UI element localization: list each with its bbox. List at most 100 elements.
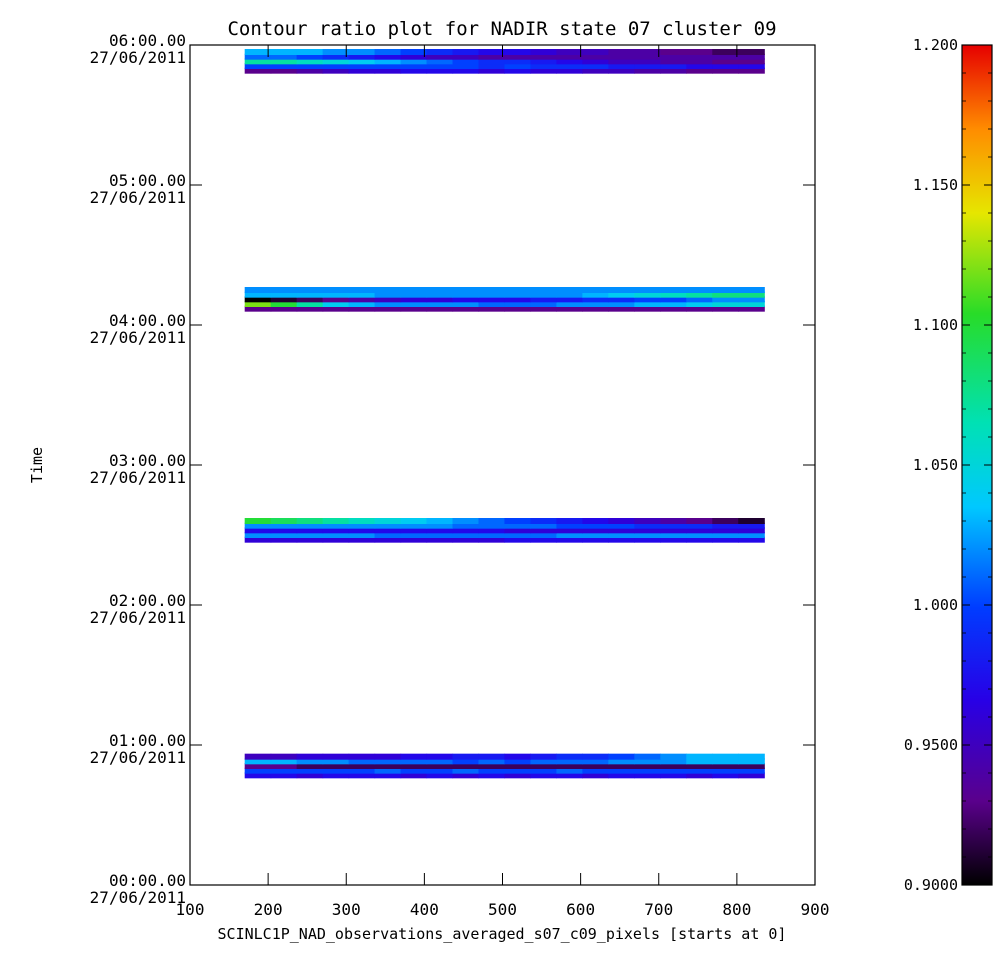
heatmap-cell [582, 49, 609, 55]
heatmap-cell [686, 527, 713, 534]
heatmap-cell [400, 287, 428, 293]
heatmap-cell [322, 767, 350, 774]
heatmap-cell [426, 49, 454, 55]
heatmap-cell [582, 767, 609, 774]
heatmap-cell [296, 767, 324, 774]
heatmap-cell [400, 63, 428, 69]
heatmap-cell [322, 58, 350, 65]
heatmap-cell [400, 532, 428, 538]
y-tick-date: 27/06/2011 [90, 468, 186, 487]
heatmap-cell [270, 291, 298, 298]
heatmap-cell [322, 53, 350, 60]
heatmap-cell [556, 753, 583, 760]
heatmap-cell [374, 763, 402, 769]
heatmap-cell [504, 763, 532, 769]
heatmap-cell [478, 49, 506, 55]
heatmap-cell [634, 63, 661, 69]
heatmap-cell [738, 527, 765, 534]
heatmap-cell [530, 767, 558, 774]
heatmap-cell [244, 758, 272, 765]
heatmap-cell [270, 763, 298, 769]
heatmap-cell [608, 527, 635, 534]
heatmap-cell [348, 53, 376, 60]
heatmap-cell [530, 753, 558, 760]
heatmap-cell [348, 522, 376, 529]
heatmap-cell [244, 522, 272, 529]
heatmap-cell [296, 67, 324, 74]
heatmap-cell [556, 518, 583, 524]
heatmap-cell [686, 522, 713, 529]
y-axis-label: Time [28, 447, 46, 483]
heatmap-cell [738, 536, 765, 543]
heatmap-cell [660, 536, 687, 543]
heatmap-cell [504, 532, 532, 538]
heatmap-cell [712, 518, 739, 524]
heatmap-cell [322, 67, 350, 74]
heatmap-cell [634, 67, 661, 74]
heatmap-cell [374, 287, 402, 293]
heatmap-cell [348, 772, 376, 779]
heatmap-cell [504, 305, 532, 312]
heatmap-cell [634, 758, 661, 765]
heatmap-cell [634, 536, 661, 543]
x-tick-label: 500 [488, 900, 517, 919]
y-tick-time: 06:00.00 [109, 31, 186, 50]
y-tick-time: 02:00.00 [109, 591, 186, 610]
heatmap-cell [400, 767, 428, 774]
heatmap-cell [634, 753, 661, 760]
heatmap-cell [270, 518, 298, 524]
heatmap-cell [426, 301, 454, 307]
heatmap-cell [556, 767, 583, 774]
heatmap-cell [712, 758, 739, 765]
heatmap-cell [452, 522, 480, 529]
heatmap-cell [504, 536, 532, 543]
heatmap-cell [348, 49, 376, 55]
heatmap-cell [556, 58, 583, 65]
heatmap-cell [660, 767, 687, 774]
heatmap-cell [296, 753, 324, 760]
colorbar-tick-label: 1.050 [913, 456, 958, 474]
heatmap-cell [296, 536, 324, 543]
heatmap-cell [296, 63, 324, 69]
heatmap-cell [400, 49, 428, 55]
heatmap-cell [634, 301, 661, 307]
heatmap-cell [270, 527, 298, 534]
heatmap-cell [712, 532, 739, 538]
y-tick-date: 27/06/2011 [90, 188, 186, 207]
heatmap-cell [712, 49, 739, 55]
heatmap-cell [270, 67, 298, 74]
heatmap-cell [478, 758, 506, 765]
x-tick-label: 800 [722, 900, 751, 919]
heatmap-cell [686, 287, 713, 293]
x-tick-label: 900 [801, 900, 830, 919]
heatmap-cell [452, 518, 480, 524]
heatmap-cell [556, 63, 583, 69]
heatmap-cell [556, 301, 583, 307]
heatmap-cell [504, 772, 532, 779]
heatmap-cell [244, 763, 272, 769]
heatmap-cell [426, 305, 454, 312]
heatmap-cell [400, 58, 428, 65]
heatmap-cell [244, 53, 272, 60]
colorbar-tick-label: 0.9000 [904, 876, 958, 894]
y-tick-labels: 00:00.0027/06/201101:00.0027/06/201102:0… [90, 31, 186, 907]
heatmap-cell [582, 58, 609, 65]
heatmap-cell [530, 287, 558, 293]
heatmap-cell [400, 305, 428, 312]
heatmap-cell [478, 522, 506, 529]
heatmap-cell [556, 536, 583, 543]
heatmap-cell [608, 291, 635, 298]
heatmap-cell [426, 522, 454, 529]
heatmap-cell [582, 287, 609, 293]
heatmap-cell [686, 305, 713, 312]
heatmap-cell [738, 287, 765, 293]
heatmap-cell [322, 63, 350, 69]
heatmap-cell [452, 53, 480, 60]
heatmap-cell [426, 63, 454, 69]
heatmap-cell [348, 67, 376, 74]
heatmap-cell [244, 287, 272, 293]
heatmap-cell [426, 536, 454, 543]
heatmap-cell [582, 536, 609, 543]
heatmap-cell [738, 63, 765, 69]
